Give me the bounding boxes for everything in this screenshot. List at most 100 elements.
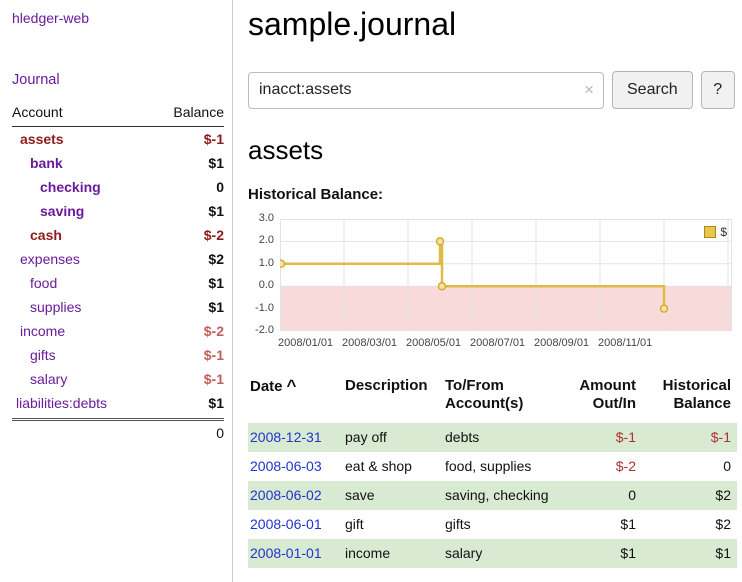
account-balance: 0 bbox=[216, 179, 224, 195]
search-button[interactable]: Search bbox=[612, 71, 693, 109]
account-link-cash[interactable]: cash bbox=[30, 227, 62, 243]
transaction-amount: $1 bbox=[620, 545, 636, 561]
transaction-description: gift bbox=[345, 516, 364, 532]
account-row: liabilities:debts $1 bbox=[12, 391, 224, 415]
search-input[interactable] bbox=[248, 71, 604, 109]
transaction-date-link[interactable]: 2008-01-01 bbox=[250, 545, 322, 561]
accounts-total-value: 0 bbox=[216, 425, 224, 441]
clear-search-icon[interactable]: × bbox=[584, 79, 594, 99]
x-tick-label: 2008/11/01 bbox=[598, 337, 653, 349]
transaction-accounts: food, supplies bbox=[445, 458, 532, 474]
tofrom-header-line1: To/From bbox=[445, 377, 504, 394]
accounts-total-row: 0 bbox=[12, 418, 224, 445]
account-link-supplies[interactable]: supplies bbox=[30, 299, 82, 315]
y-tick-label: 1.0 bbox=[258, 257, 274, 269]
transaction-date-link[interactable]: 2008-12-31 bbox=[250, 429, 322, 445]
transaction-row: 2008-06-01 gift gifts $1 $2 bbox=[248, 510, 737, 539]
x-tick-label: 2008/01/01 bbox=[278, 337, 334, 349]
account-balance: $-1 bbox=[203, 131, 224, 147]
tofrom-header-line2: Account(s) bbox=[445, 395, 524, 412]
account-balance: $-1 bbox=[203, 371, 224, 387]
account-link-food[interactable]: food bbox=[30, 275, 58, 291]
transaction-balance: 0 bbox=[723, 458, 731, 474]
account-balance: $1 bbox=[208, 155, 224, 171]
transaction-date-link[interactable]: 2008-06-01 bbox=[250, 516, 322, 532]
transaction-amount: $-1 bbox=[615, 429, 636, 445]
account-balance: $-1 bbox=[203, 347, 224, 363]
account-balance: $1 bbox=[208, 203, 224, 219]
search-input-wrapper: × bbox=[248, 71, 604, 109]
transaction-accounts: debts bbox=[445, 429, 480, 445]
transaction-balance: $-1 bbox=[710, 429, 731, 445]
search-bar: × Search ? bbox=[248, 71, 737, 109]
sidebar: hledger-web Journal Account Balance asse… bbox=[0, 0, 233, 582]
account-link-assets[interactable]: assets bbox=[20, 131, 64, 147]
legend-swatch-icon bbox=[704, 226, 717, 238]
chart-legend: $ bbox=[704, 225, 727, 239]
transaction-amount: 0 bbox=[628, 487, 636, 503]
account-balance: $-2 bbox=[203, 227, 224, 243]
account-link-salary[interactable]: salary bbox=[30, 371, 68, 387]
balance-header-line1: Historical bbox=[662, 377, 731, 394]
transaction-description: income bbox=[345, 545, 391, 561]
account-balance: $1 bbox=[208, 275, 224, 291]
account-row: saving $1 bbox=[12, 199, 224, 223]
page-title: sample.journal bbox=[248, 6, 457, 42]
account-link-liabilities-debts[interactable]: liabilities:debts bbox=[16, 395, 108, 411]
date-header-label: Date bbox=[250, 378, 283, 395]
app-title-link[interactable]: hledger-web bbox=[12, 10, 90, 26]
y-tick-label: 2.0 bbox=[258, 234, 274, 246]
transaction-accounts: saving, checking bbox=[445, 487, 549, 503]
x-tick-label: 2008/07/01 bbox=[470, 337, 526, 349]
column-header-balance: Historical Balance bbox=[642, 375, 737, 423]
legend-label: $ bbox=[720, 225, 727, 239]
y-tick-label: 3.0 bbox=[258, 212, 274, 224]
account-column-header: Account bbox=[12, 104, 63, 120]
transaction-amount: $-2 bbox=[615, 458, 636, 474]
account-row: expenses $2 bbox=[12, 247, 224, 271]
x-tick-label: 2008/03/01 bbox=[342, 337, 398, 349]
amount-header-line1: Amount bbox=[579, 377, 636, 394]
account-row: salary $-1 bbox=[12, 367, 224, 391]
y-tick-label: -2.0 bbox=[255, 324, 274, 336]
account-link-checking[interactable]: checking bbox=[40, 179, 101, 195]
transaction-row: 2008-12-31 pay off debts $-1 $-1 bbox=[248, 423, 737, 452]
account-link-income[interactable]: income bbox=[20, 323, 66, 339]
account-row: assets $-1 bbox=[12, 127, 224, 151]
account-row: bank $1 bbox=[12, 151, 224, 175]
chart-plot-area bbox=[280, 219, 732, 331]
balance-column-header: Balance bbox=[173, 104, 224, 120]
help-button[interactable]: ? bbox=[700, 71, 735, 109]
column-header-tofrom: To/From Account(s) bbox=[443, 375, 558, 423]
account-row: gifts $-1 bbox=[12, 343, 224, 367]
account-balance: $1 bbox=[208, 395, 224, 411]
transaction-date-link[interactable]: 2008-06-03 bbox=[250, 458, 322, 474]
transaction-row: 2008-06-02 save saving, checking 0 $2 bbox=[248, 481, 737, 510]
account-heading: assets bbox=[248, 135, 324, 165]
transaction-balance: $1 bbox=[715, 545, 731, 561]
amount-header-line2: Out/In bbox=[592, 395, 636, 412]
transaction-amount: $1 bbox=[620, 516, 636, 532]
transaction-date-link[interactable]: 2008-06-02 bbox=[250, 487, 322, 503]
column-header-amount: Amount Out/In bbox=[558, 375, 642, 423]
description-header-label: Description bbox=[345, 377, 428, 394]
account-row: income $-2 bbox=[12, 319, 224, 343]
account-link-saving[interactable]: saving bbox=[40, 203, 85, 219]
transaction-accounts: salary bbox=[445, 545, 483, 561]
column-header-date[interactable]: Date ^ bbox=[248, 375, 343, 423]
transaction-description: save bbox=[345, 487, 375, 503]
account-balance: $2 bbox=[208, 251, 224, 267]
sort-ascending-icon: ^ bbox=[286, 376, 297, 395]
transaction-accounts: gifts bbox=[445, 516, 471, 532]
balance-header-line2: Balance bbox=[673, 395, 731, 412]
account-link-gifts[interactable]: gifts bbox=[30, 347, 56, 363]
sidebar-item-journal[interactable]: Journal bbox=[12, 72, 60, 88]
transactions-header-row: Date ^ Description To/From Account(s) Amo… bbox=[248, 375, 737, 423]
account-link-bank[interactable]: bank bbox=[30, 155, 63, 171]
transaction-description: pay off bbox=[345, 429, 387, 445]
accounts-table-header: Account Balance bbox=[12, 102, 224, 127]
account-link-expenses[interactable]: expenses bbox=[20, 251, 80, 267]
x-tick-label: 2008/05/01 bbox=[406, 337, 462, 349]
y-tick-label: -1.0 bbox=[255, 302, 274, 314]
account-row: supplies $1 bbox=[12, 295, 224, 319]
